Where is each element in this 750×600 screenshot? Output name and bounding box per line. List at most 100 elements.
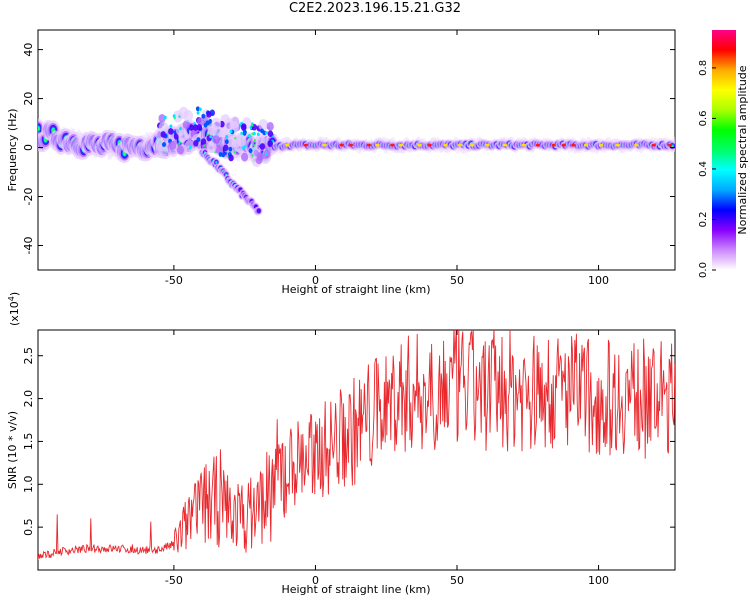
snr-x-label: Height of straight line (km): [281, 583, 430, 596]
spectrogram-cell: [267, 140, 273, 147]
x-tick-label: 0: [312, 574, 319, 587]
spectrogram-peak: [457, 143, 463, 147]
colorbar-label: Normalized spectral amplitude: [736, 65, 749, 234]
colorbar-scale: [712, 30, 736, 270]
spectrogram-cell: [203, 144, 206, 147]
spectrogram-peak: [521, 143, 526, 147]
spectrogram-peak: [551, 143, 556, 147]
spectrogram-cell: [256, 152, 264, 161]
spectrogram-x-label: Height of straight line (km): [281, 283, 430, 296]
y-tick-label: -40: [22, 237, 35, 255]
spectrogram-y-ticks: -40 -20 0 20 40: [22, 43, 675, 255]
spectrogram-peak: [535, 143, 541, 147]
spectrogram-cell: [242, 129, 247, 135]
spectrogram-panel: -50 0 50 100 -40 -20 0 20 40 Height of straight…: [6, 29, 676, 296]
spectrogram-peak: [561, 143, 566, 147]
y-tick-label: 40: [22, 43, 35, 57]
y-tick-label: 2.5: [22, 347, 35, 365]
spectrogram-cell: [196, 123, 203, 131]
spectrogram-cell: [265, 130, 268, 135]
spectrogram-peak: [571, 143, 576, 147]
spectrogram-cell: [241, 123, 247, 130]
spectrogram-cell: [200, 138, 207, 145]
spectrogram-cell: [158, 113, 166, 123]
spectrogram-cell: [212, 135, 220, 144]
snr-panel: -50 0 50 100 0.5 1.0 1.5 2.0 2.5 Height of stra…: [6, 292, 676, 596]
spectrogram-cell: [218, 151, 223, 157]
x-tick-label: -50: [165, 574, 183, 587]
snr-series-line: [38, 330, 675, 561]
x-tick-label: 0: [312, 274, 319, 287]
spectrogram-cell: [241, 145, 245, 150]
spectrogram-cell: [197, 117, 205, 127]
y-tick-label: 1.0: [22, 476, 35, 494]
spectrogram-cell: [158, 121, 169, 134]
colorbar-tick-label: 0.2: [698, 212, 709, 228]
figure-title: C2E2.2023.196.15.21.G32: [288, 1, 462, 16]
colorbar-tick-label: 0.6: [698, 110, 709, 126]
spectrogram-cell: [228, 154, 234, 162]
spectrogram-cell: [233, 151, 236, 154]
spectrogram-cell: [223, 144, 229, 152]
spectrogram-cell: [258, 118, 269, 132]
spectrogram-peak: [615, 143, 620, 147]
spectrogram-peak: [667, 143, 673, 147]
spectrogram-cell: [169, 141, 177, 150]
y-tick-label: 0: [22, 144, 35, 151]
spectrogram-peak: [584, 143, 589, 147]
spectrogram-peak: [485, 143, 490, 147]
spectrogram-cell: [266, 121, 274, 131]
spectrogram-cell: [203, 122, 208, 128]
spectrogram-cell: [209, 134, 213, 139]
x-tick-label: 100: [588, 274, 609, 287]
spectrogram-cell: [252, 131, 256, 136]
spectrogram-cell: [173, 116, 176, 120]
spectrogram-cell: [176, 145, 184, 155]
spectrogram-cell: [267, 130, 274, 138]
spectrogram-cell: [184, 139, 195, 152]
spectrogram-peak: [284, 143, 290, 147]
snr-scale-label: (x104): [7, 292, 22, 326]
y-tick-label: 2.0: [22, 390, 35, 408]
spectrogram-peak: [322, 143, 327, 147]
spectrogram-cell: [264, 152, 268, 157]
x-tick-label: 50: [450, 274, 464, 287]
spectrogram-peak: [651, 143, 656, 147]
spectrogram-cell: [255, 133, 265, 146]
spectrogram-cell: [206, 111, 212, 118]
colorbar-tick-label: 0.0: [698, 262, 709, 278]
spectrogram-cell: [179, 126, 182, 131]
spectrogram-peak: [417, 143, 422, 147]
spectrogram-cell: [178, 142, 181, 146]
snr-y-label: SNR (10 * v/v): [6, 411, 19, 489]
spectrogram-cell: [160, 131, 166, 138]
spectrogram-cell: [256, 208, 261, 214]
snr-y-ticks: 0.5 1.0 1.5 2.0 2.5: [22, 347, 675, 536]
colorbar-tick-label: 0.8: [698, 60, 709, 76]
spectrogram-cell: [234, 137, 237, 140]
spectrogram-cell: [240, 152, 249, 162]
spectrogram-cell: [236, 134, 247, 147]
spectrogram-cell: [188, 145, 192, 150]
snr-x-ticks: -50 0 50 100: [165, 330, 609, 587]
spectrogram-marks: [38, 106, 675, 216]
spectrogram-cell: [225, 134, 229, 139]
spectrogram-cell: [251, 154, 254, 157]
y-tick-label: 1.5: [22, 433, 35, 451]
y-tick-label: 20: [22, 92, 35, 106]
spectrogram-cell: [198, 107, 202, 112]
spectrogram-cell: [248, 148, 253, 154]
x-tick-label: 100: [588, 574, 609, 587]
spectrogram-peak: [375, 143, 380, 147]
spectrogram-cell: [162, 142, 166, 148]
spectrogram-peak: [598, 143, 604, 147]
spectrogram-peak: [470, 143, 475, 147]
spectrogram-cell: [247, 134, 251, 138]
spectrogram-peak: [366, 143, 372, 147]
spectrogram-cell: [172, 114, 176, 118]
spectrogram-cell: [207, 123, 218, 136]
spectrogram-cell: [193, 139, 199, 147]
colorbar-tick-label: 0.4: [698, 161, 709, 177]
spectrogram-cell: [168, 128, 174, 135]
